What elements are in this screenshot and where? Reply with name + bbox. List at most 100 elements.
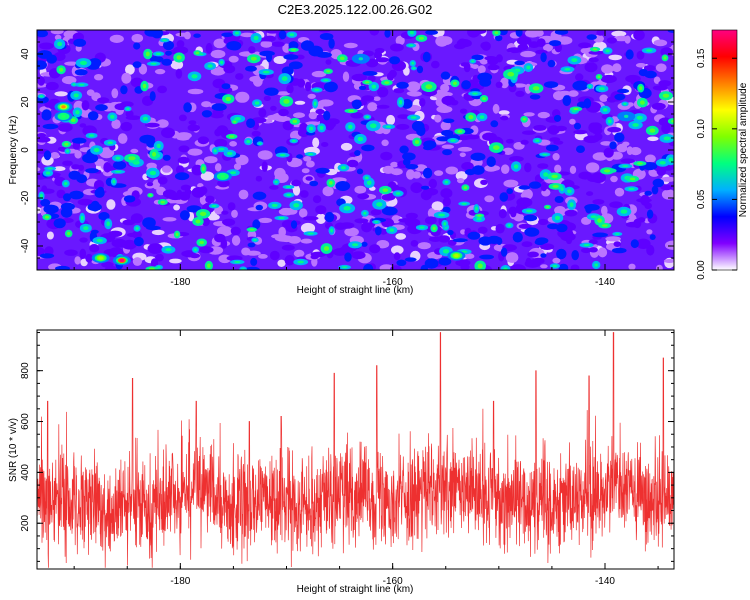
spectrogram-cell xyxy=(86,89,95,96)
spectrogram-cell xyxy=(120,121,133,132)
spectrogram-cell xyxy=(435,35,449,47)
spectrogram-cell xyxy=(498,110,510,115)
spectrogram-cell-core xyxy=(199,240,205,245)
spectrogram-cell-core xyxy=(432,226,436,231)
spectrogram-cell xyxy=(162,154,171,161)
spectrogram-cell-core xyxy=(594,263,599,267)
spectrogram-cell xyxy=(416,65,424,74)
spectrogram-cell xyxy=(399,145,409,154)
spectrogram-cell xyxy=(156,119,169,128)
spectrogram-cell xyxy=(133,42,141,50)
spectrogram-cell-core xyxy=(370,123,377,129)
spectrogram-cell xyxy=(502,147,514,155)
spectrogram-cell xyxy=(315,213,326,224)
spectrogram-cell xyxy=(447,229,454,236)
spectrogram-cell xyxy=(445,166,459,175)
spectrogram-cell xyxy=(485,165,500,172)
spectrogram-cell-core xyxy=(155,52,162,56)
spectrogram-cell xyxy=(450,99,459,106)
spectrogram-cell xyxy=(288,61,303,70)
spectrogram-cell xyxy=(74,69,88,76)
spectrogram-cell xyxy=(656,264,663,270)
spectrogram-cell-core xyxy=(507,71,515,77)
spectrogram-cell xyxy=(464,253,475,259)
spectrogram-cell xyxy=(505,252,519,263)
spectrogram-cell xyxy=(373,51,383,59)
spectrogram-cell xyxy=(263,95,271,101)
spectrogram-cell xyxy=(517,43,529,51)
spectrogram-cell-core xyxy=(479,115,485,119)
spectrogram-cell xyxy=(459,152,466,158)
spectrogram-cell-core xyxy=(297,260,305,264)
spectrogram-cell xyxy=(257,150,273,160)
spectrogram-cell xyxy=(518,223,532,229)
spectrogram-cell xyxy=(316,113,324,122)
spectrogram-cell-core xyxy=(96,238,103,243)
y-tick-label: 200 xyxy=(20,514,31,531)
spectrogram-cell xyxy=(312,195,322,204)
spectrogram-cell xyxy=(37,30,48,38)
spectrogram-cell xyxy=(293,249,305,258)
spectrogram-cell-core xyxy=(628,187,635,191)
spectrogram-cell xyxy=(575,73,584,82)
spectrogram-cell xyxy=(347,159,359,168)
spectrogram-cell-core xyxy=(213,149,217,153)
snr-y-ticks: 200 400 600 800 xyxy=(20,332,674,562)
spectrogram-cell xyxy=(660,184,673,191)
spectrogram-cell xyxy=(369,244,381,254)
spectrogram-cell-core xyxy=(668,157,674,163)
y-tick-label: 20 xyxy=(20,96,31,108)
spectrogram-cell xyxy=(608,54,622,61)
spectrogram-cell-core xyxy=(233,120,237,123)
spectrogram-cell xyxy=(120,85,128,95)
spectrogram-cell xyxy=(606,96,617,103)
spectrogram-cell-core xyxy=(494,31,499,35)
spectrogram-cell xyxy=(73,38,87,47)
spectrogram-cell xyxy=(521,188,533,200)
spectrogram-cell-core xyxy=(588,85,592,88)
spectrogram-cell xyxy=(467,30,480,38)
spectrogram-cell xyxy=(265,30,280,34)
spectrogram-cell xyxy=(292,185,301,196)
spectrogram-cell xyxy=(596,30,605,36)
spectrogram-cell xyxy=(154,68,166,75)
spectrogram-cell-core xyxy=(442,249,450,254)
spectrogram-cell xyxy=(259,37,272,42)
spectrogram-cell xyxy=(484,56,498,61)
spectrogram-cell-core xyxy=(249,228,255,231)
spectrogram-cell xyxy=(221,83,231,90)
spectrogram-cell xyxy=(457,146,473,152)
spectrogram-cell xyxy=(295,54,305,60)
spectrogram-cell xyxy=(523,112,535,117)
spectrogram-cell xyxy=(311,257,318,267)
spectrogram-cell xyxy=(636,198,652,203)
spectrogram-cell xyxy=(104,265,118,270)
spectrogram-cell-core xyxy=(425,84,433,90)
spectrogram-cell-core xyxy=(39,95,44,98)
spectrogram-cell xyxy=(309,180,319,187)
spectrogram-cell xyxy=(175,68,183,79)
spectrogram-cell xyxy=(458,38,467,46)
x-tick-label: -160 xyxy=(383,576,403,587)
spectrogram-cell-core xyxy=(348,109,355,112)
spectrogram-cell xyxy=(644,154,656,163)
spectrogram-cell xyxy=(524,227,540,237)
spectrogram-cell xyxy=(467,231,481,240)
spectrogram-cell xyxy=(111,119,121,129)
spectrogram-cell xyxy=(461,162,474,171)
spectrogram-cell xyxy=(396,259,407,266)
spectrogram-cell xyxy=(603,147,614,158)
spectrogram-cell-core xyxy=(414,140,420,144)
spectrogram-cell xyxy=(252,76,263,87)
spectrogram-cell xyxy=(410,240,419,247)
x-tick-label: -180 xyxy=(170,576,190,587)
spectrogram-cell xyxy=(293,112,305,118)
spectrogram-cell xyxy=(235,154,249,166)
spectrogram-cell-core xyxy=(165,248,172,252)
spectrogram-cell-core xyxy=(552,264,558,268)
spectrogram-cell xyxy=(46,54,57,64)
spectrogram-cell xyxy=(366,58,379,68)
spectrogram-cell-core xyxy=(207,64,213,68)
spectrogram-cell xyxy=(500,115,509,121)
